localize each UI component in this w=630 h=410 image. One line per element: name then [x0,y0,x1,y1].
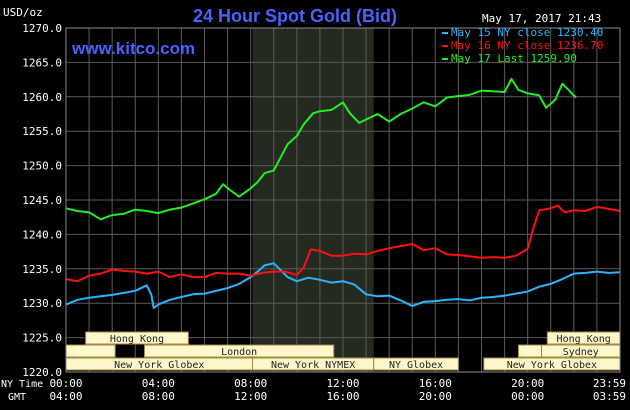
x-tick-ny: 08:00 [234,377,267,390]
market-session-label: Hong Kong [110,334,164,345]
market-session-label: Sydney [563,347,599,358]
series-line-3 [65,77,577,221]
x-tick-gmt: 12:00 [234,390,267,403]
chart-title: 24 Hour Spot Gold (Bid) [193,6,397,26]
market-session-label: New York Globex [114,360,204,371]
market-session-label: New York NYMEX [271,360,355,371]
legend-swatch [442,32,448,34]
x-tick-ny: 12:00 [326,377,359,390]
legend-swatch [442,45,448,47]
y-tick-label: 1220.0 [22,366,62,379]
y-tick-label: 1255.0 [22,125,62,138]
market-session-box [517,344,543,358]
market-session-box [85,331,189,345]
market-session-box [143,344,335,358]
y-tick-label: 1270.0 [22,22,62,35]
x-tick-ny: 20:00 [511,377,544,390]
x-tick-gmt: 03:59 [593,390,626,403]
y-tick-label: 1250.0 [22,160,62,173]
market-session-label: NY Globex [389,360,443,371]
market-session-label: New York Globex [507,360,597,371]
timestamp: May 17, 2017 21:43 [482,12,601,25]
market-session-label: London [221,347,257,358]
series-line-1 [65,262,621,309]
plot-border [65,27,621,373]
y-tick-label: 1265.0 [22,56,62,69]
legend-swatch [442,58,448,60]
website-label: www.kitco.com [71,39,195,58]
market-session-label: Hong Kong [557,334,611,345]
y-tick-label: 1230.0 [22,297,62,310]
legend-entry: May 16 NY close 1236.70 [451,39,603,52]
x-axis-label-ny: NY Time [1,379,43,390]
market-session-box [373,357,459,371]
y-tick-label: 1235.0 [22,263,62,276]
y-tick-label: 1225.0 [22,332,62,345]
legend-entry: May 15 NY close 1230.40 [451,26,603,39]
y-tick-label: 1260.0 [22,91,62,104]
market-session-box [65,344,116,358]
x-tick-gmt: 00:00 [511,390,544,403]
x-tick-ny: 23:59 [593,377,626,390]
x-tick-gmt: 04:00 [49,390,82,403]
x-tick-gmt: 08:00 [142,390,175,403]
series-line-2 [65,204,621,283]
x-tick-ny: 00:00 [49,377,82,390]
legend-entry: May 17 Last 1259.90 [451,52,577,65]
x-tick-gmt: 16:00 [326,390,359,403]
x-tick-ny: 16:00 [419,377,452,390]
x-tick-gmt: 20:00 [419,390,452,403]
y-axis-label: USD/oz [3,6,43,19]
x-tick-ny: 04:00 [142,377,175,390]
y-tick-label: 1240.0 [22,228,62,241]
x-axis-label-gmt: GMT [8,392,26,403]
y-tick-label: 1245.0 [22,194,62,207]
